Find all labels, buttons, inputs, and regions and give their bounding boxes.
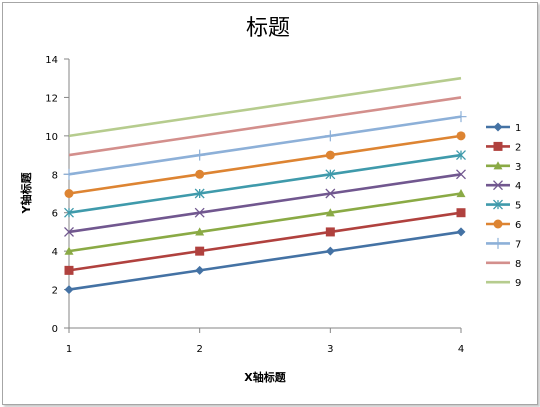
legend-label: 4 bbox=[515, 181, 521, 192]
x-tick-label: 2 bbox=[196, 344, 202, 355]
legend-item: 6 bbox=[486, 219, 521, 231]
legend-item: 2 bbox=[486, 141, 521, 153]
legend-label: 7 bbox=[515, 239, 521, 250]
y-tick-label: 0 bbox=[52, 324, 58, 335]
circle-marker bbox=[456, 131, 466, 141]
x-marker bbox=[493, 180, 503, 191]
series-line bbox=[68, 172, 462, 234]
legend-label: 3 bbox=[515, 162, 521, 173]
x-marker bbox=[325, 188, 336, 199]
circle-marker bbox=[64, 189, 74, 198]
series-line bbox=[68, 134, 462, 195]
legend-item: 8 bbox=[486, 259, 521, 270]
square-marker bbox=[325, 227, 335, 237]
star-marker bbox=[64, 207, 74, 218]
circle-marker bbox=[493, 219, 503, 229]
legend-label: 5 bbox=[515, 201, 521, 212]
series-6 bbox=[64, 131, 466, 198]
triangle-marker bbox=[325, 208, 335, 217]
y-tick-label: 8 bbox=[52, 170, 58, 181]
series-line bbox=[68, 96, 462, 157]
series-1 bbox=[64, 227, 466, 295]
square-marker bbox=[64, 265, 74, 275]
legend-item: 3 bbox=[486, 161, 521, 173]
legend-item: 9 bbox=[486, 278, 521, 289]
square-marker bbox=[456, 208, 466, 218]
legend: 1 2 3 4 5 6 7 8 9 bbox=[486, 122, 521, 289]
x-marker-stroke bbox=[456, 169, 466, 180]
y-tick-label: 2 bbox=[52, 286, 58, 297]
series-line bbox=[68, 153, 462, 215]
legend-item: 1 bbox=[486, 122, 521, 134]
legend-label: 6 bbox=[515, 220, 521, 231]
diamond-marker bbox=[325, 246, 335, 256]
legend-label: 8 bbox=[515, 259, 521, 270]
x-marker bbox=[194, 207, 205, 218]
triangle-marker bbox=[493, 161, 503, 170]
x-marker bbox=[456, 169, 466, 180]
diamond-marker bbox=[493, 122, 503, 132]
triangle-marker bbox=[456, 189, 466, 198]
plus-marker bbox=[492, 237, 504, 249]
star-marker bbox=[456, 150, 466, 161]
x-marker bbox=[64, 226, 74, 237]
y-tick-label: 14 bbox=[45, 55, 58, 66]
series-5 bbox=[64, 150, 466, 218]
diamond-marker bbox=[456, 227, 466, 237]
x-axis-title: X轴标题 bbox=[244, 370, 286, 384]
plus-marker bbox=[324, 130, 336, 142]
series-line bbox=[68, 192, 462, 253]
diamond-marker bbox=[195, 265, 205, 275]
series-line bbox=[68, 115, 462, 176]
series-2 bbox=[64, 208, 466, 275]
series-line bbox=[68, 76, 462, 138]
series-4 bbox=[64, 169, 466, 237]
square-marker bbox=[493, 141, 503, 151]
legend-item: 5 bbox=[486, 199, 521, 212]
x-tick-label: 4 bbox=[458, 344, 464, 355]
star-marker bbox=[325, 169, 336, 180]
star-marker bbox=[194, 188, 205, 199]
x-marker-stroke bbox=[194, 207, 205, 218]
y-tick-label: 6 bbox=[52, 209, 58, 220]
legend-item: 7 bbox=[486, 237, 521, 250]
star-marker bbox=[493, 199, 503, 210]
series-line bbox=[68, 211, 462, 272]
series-layer bbox=[63, 76, 467, 295]
series-7 bbox=[63, 111, 467, 180]
y-tick-label: 10 bbox=[45, 132, 58, 143]
series-line bbox=[68, 230, 462, 291]
x-tick-label: 1 bbox=[66, 344, 72, 355]
triangle-marker bbox=[195, 227, 205, 236]
circle-marker bbox=[325, 150, 335, 160]
chart-title: 标题 bbox=[246, 16, 290, 41]
legend-item: 4 bbox=[486, 180, 521, 192]
diamond-marker bbox=[64, 285, 74, 295]
series-3 bbox=[64, 189, 466, 255]
legend-label: 1 bbox=[515, 123, 521, 134]
y-tick-label: 12 bbox=[45, 93, 58, 104]
plus-marker bbox=[194, 149, 206, 161]
x-tick-label: 3 bbox=[327, 344, 333, 355]
circle-marker bbox=[195, 169, 205, 179]
series-9 bbox=[68, 76, 462, 138]
x-marker-stroke bbox=[64, 226, 74, 237]
y-tick-label: 4 bbox=[52, 247, 58, 258]
triangle-marker bbox=[64, 246, 74, 255]
plus-marker bbox=[63, 168, 75, 180]
legend-label: 9 bbox=[515, 278, 521, 289]
plus-marker bbox=[455, 111, 467, 123]
legend-label: 2 bbox=[515, 142, 521, 153]
x-marker-stroke bbox=[325, 188, 336, 199]
x-marker-stroke bbox=[493, 180, 503, 191]
series-8 bbox=[68, 96, 462, 157]
square-marker bbox=[195, 246, 205, 256]
y-axis-title: Y轴标题 bbox=[19, 172, 33, 215]
